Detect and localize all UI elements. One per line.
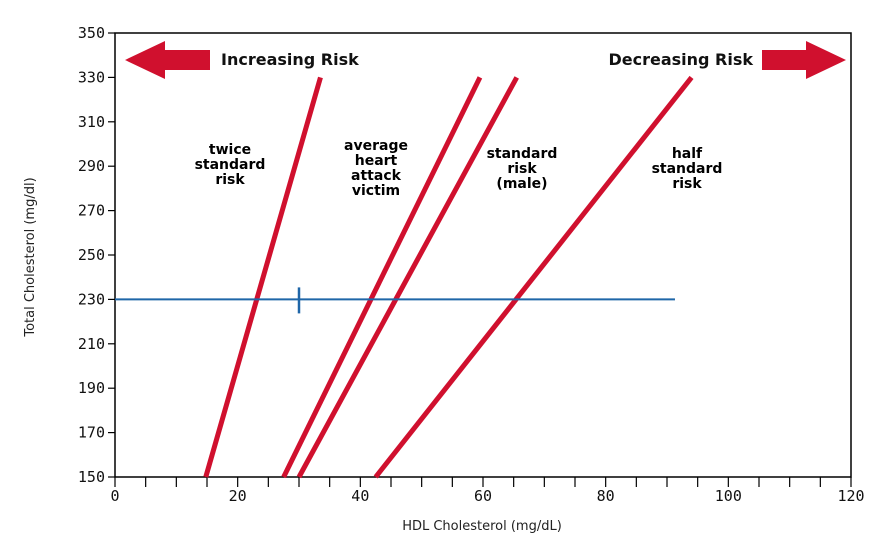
series-label-line: standard xyxy=(487,146,558,162)
y-tick-label: 150 xyxy=(78,468,105,486)
series-label-line: (male) xyxy=(496,176,547,192)
series-label-line: heart xyxy=(355,153,398,169)
series-label-line: standard xyxy=(652,161,723,177)
x-tick-label: 80 xyxy=(597,487,615,505)
risk-arrows: Increasing Risk Decreasing Risk xyxy=(125,41,846,79)
series-label-line: risk xyxy=(507,161,537,177)
increasing-risk-label: Increasing Risk xyxy=(221,50,359,69)
series-label-line: average xyxy=(344,138,408,154)
x-tick-label: 120 xyxy=(837,487,864,505)
y-tick-label: 230 xyxy=(78,290,105,308)
x-tick-label: 100 xyxy=(715,487,742,505)
axis-ticks: 150 170 190 210 230 250 270 290 310 330 350 0 20 40 60… xyxy=(78,24,865,505)
y-tick-label: 270 xyxy=(78,202,105,220)
x-tick-label: 20 xyxy=(229,487,247,505)
x-axis-title: HDL Cholesterol (mg/dL) xyxy=(402,519,562,533)
y-tick-label: 170 xyxy=(78,424,105,442)
decreasing-risk-label: Decreasing Risk xyxy=(608,50,753,69)
series-line-0 xyxy=(203,76,323,478)
y-tick-label: 350 xyxy=(78,24,105,42)
series-label-3: half standard risk xyxy=(652,146,723,192)
x-tick-label: 40 xyxy=(351,487,369,505)
series-line-1 xyxy=(281,76,483,479)
y-tick-label: 210 xyxy=(78,335,105,353)
series-lines xyxy=(203,75,694,479)
x-tick-label: 60 xyxy=(474,487,492,505)
series-label-line: half xyxy=(672,146,703,162)
reference-line-group xyxy=(115,287,675,314)
left-arrow-icon xyxy=(125,41,210,79)
series-line-3 xyxy=(373,75,694,479)
series-label-line: victim xyxy=(352,183,400,199)
y-tick-label: 290 xyxy=(78,157,105,175)
series-label-line: risk xyxy=(215,172,245,188)
series-line-2 xyxy=(296,76,519,479)
right-arrow-icon xyxy=(762,41,846,79)
y-tick-label: 190 xyxy=(78,379,105,397)
y-tick-label: 250 xyxy=(78,246,105,264)
y-tick-label: 310 xyxy=(78,113,105,131)
y-tick-label: 330 xyxy=(78,68,105,86)
series-label-2: standard risk (male) xyxy=(487,146,558,192)
series-label-0: twice standard risk xyxy=(195,142,266,188)
series-label-line: risk xyxy=(672,176,702,192)
y-axis-title: Total Cholesterol (mg/dl) xyxy=(23,177,38,337)
series-label-line: standard xyxy=(195,157,266,173)
series-label-line: attack xyxy=(351,168,402,184)
x-tick-label: 0 xyxy=(110,487,119,505)
series-label-1: average heart attack victim xyxy=(344,138,408,199)
series-label-line: twice xyxy=(209,142,251,158)
